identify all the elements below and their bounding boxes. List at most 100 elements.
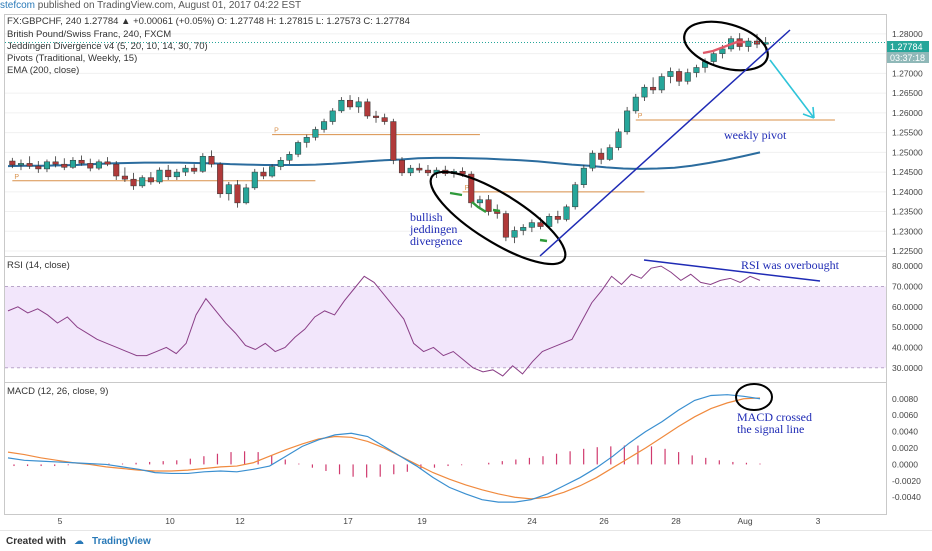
x-tick-label: 19 <box>417 516 427 526</box>
created-with-label: Created with <box>6 535 67 547</box>
price-tick-label: 1.22500 <box>892 246 923 256</box>
ema-200-line <box>7 151 761 170</box>
candle-body <box>69 159 76 168</box>
candle-body <box>234 184 241 204</box>
candle-body <box>624 110 631 133</box>
author-link[interactable]: stefcom <box>0 0 36 11</box>
candle-body <box>710 53 717 62</box>
price-tick-label: 1.25500 <box>892 128 923 138</box>
macd-signal-line <box>7 397 761 500</box>
price-pane[interactable] <box>4 14 887 257</box>
last-price-label: 1.27784 <box>890 42 923 52</box>
macd-tick-label: 0.0040 <box>892 427 918 437</box>
x-tick-label: 10 <box>165 516 175 526</box>
last-price-tag <box>887 41 929 52</box>
candle-body <box>295 142 302 155</box>
candle-body <box>476 199 483 204</box>
candle-body <box>719 48 726 54</box>
forecast-arrow[interactable] <box>769 59 815 119</box>
axis-ticks: 1.280001.275001.270001.265001.260001.255… <box>58 29 923 526</box>
countdown-label: 03:37:18 <box>890 53 925 63</box>
candle-body <box>165 169 172 178</box>
ohlc-line: FX:GBPCHF, 240 1.27784 ▲ +0.00061 (+0.05… <box>7 16 410 27</box>
candle-body <box>598 152 605 160</box>
countdown-tag <box>887 52 929 63</box>
legend-jeddingen[interactable]: Jeddingen Divergence v4 (5, 20, 10, 14, … <box>7 41 208 52</box>
x-tick-label: 5 <box>58 516 63 526</box>
candle-body <box>217 163 224 195</box>
pivot-marker: P <box>274 128 279 135</box>
price-tick-label: 1.24500 <box>892 167 923 177</box>
candle-body <box>520 227 527 231</box>
candle-body <box>693 67 700 73</box>
legend-pivots[interactable]: Pivots (Traditional, Weekly, 15) <box>7 53 137 64</box>
legend-ema[interactable]: EMA (200, close) <box>7 65 79 76</box>
top-ellipse[interactable] <box>679 13 774 79</box>
macd-tick-label: 0.0080 <box>892 394 918 404</box>
top-overlay-red <box>702 40 745 55</box>
x-tick-label: Aug <box>737 516 752 526</box>
candle-body <box>243 187 250 204</box>
rsi-line <box>7 265 761 377</box>
candle-body <box>650 86 657 91</box>
tradingview-brand[interactable]: TradingView <box>92 535 151 547</box>
candle-body <box>424 169 431 174</box>
macd-tick-label: 0.0000 <box>892 459 918 469</box>
macd-tick-label: 0.0060 <box>892 410 918 420</box>
rsi-tick-label: 30.0000 <box>892 363 923 373</box>
candle-body <box>17 163 25 166</box>
legend-macd[interactable]: MACD (12, 26, close, 9) <box>7 386 108 397</box>
candle-body <box>364 101 371 117</box>
macd-pane[interactable] <box>4 382 887 515</box>
candle-body <box>511 230 518 238</box>
candle-body <box>303 137 310 143</box>
rsi-trend-line[interactable] <box>643 259 821 282</box>
candle-body <box>554 216 561 220</box>
legend-rsi[interactable]: RSI (14, close) <box>7 260 70 271</box>
rsi-overbought-note: RSI was overbought <box>741 258 840 272</box>
candle-body <box>338 99 345 112</box>
publish-header: stefcom published on TradingView.com, Au… <box>0 0 932 14</box>
candle-body <box>225 184 232 195</box>
drawing-annotations <box>419 13 821 411</box>
candle-body <box>260 171 267 177</box>
rsi-tick-label: 40.0000 <box>892 342 923 352</box>
candle-body <box>277 159 284 167</box>
candle-body <box>78 159 85 164</box>
macd-tick-label: -0.0040 <box>892 492 921 502</box>
candle-body <box>468 173 475 204</box>
uptrend-line[interactable] <box>539 29 791 257</box>
rsi-tick-label: 60.0000 <box>892 302 923 312</box>
price-tick-label: 1.27000 <box>892 68 923 78</box>
candle-body <box>632 96 639 112</box>
price-tick-label: 1.28000 <box>892 29 923 39</box>
divergence-overlay-green <box>449 191 548 243</box>
candle-body <box>572 184 579 208</box>
candle-body <box>130 178 137 187</box>
candle-body <box>199 156 206 172</box>
candle-body <box>745 40 752 47</box>
macd-cross-note-1: MACD crossed <box>737 410 812 424</box>
x-tick-label: 24 <box>527 516 537 526</box>
candles <box>5 33 886 244</box>
candle-body <box>676 71 683 82</box>
divergence-ellipse[interactable] <box>419 156 577 279</box>
macd-cross-note-2: the signal line <box>737 422 804 436</box>
forecast-arrowhead <box>802 106 815 119</box>
candle-body <box>684 72 691 82</box>
x-tick-label: 28 <box>671 516 681 526</box>
x-tick-label: 17 <box>343 516 353 526</box>
candle-body <box>269 166 276 177</box>
candle-body <box>173 171 180 178</box>
macd-cross-ellipse[interactable] <box>735 383 773 411</box>
candle-body <box>113 163 120 177</box>
legend-title: British Pound/Swiss Franc, 240, FXCM <box>7 29 171 40</box>
pivot-lines: P P P P <box>12 113 835 193</box>
candle-body <box>139 177 146 187</box>
bullish-note-3: divergence <box>410 234 462 248</box>
candle-body <box>147 177 154 183</box>
candle-body <box>502 213 509 238</box>
candle-body <box>121 175 128 180</box>
